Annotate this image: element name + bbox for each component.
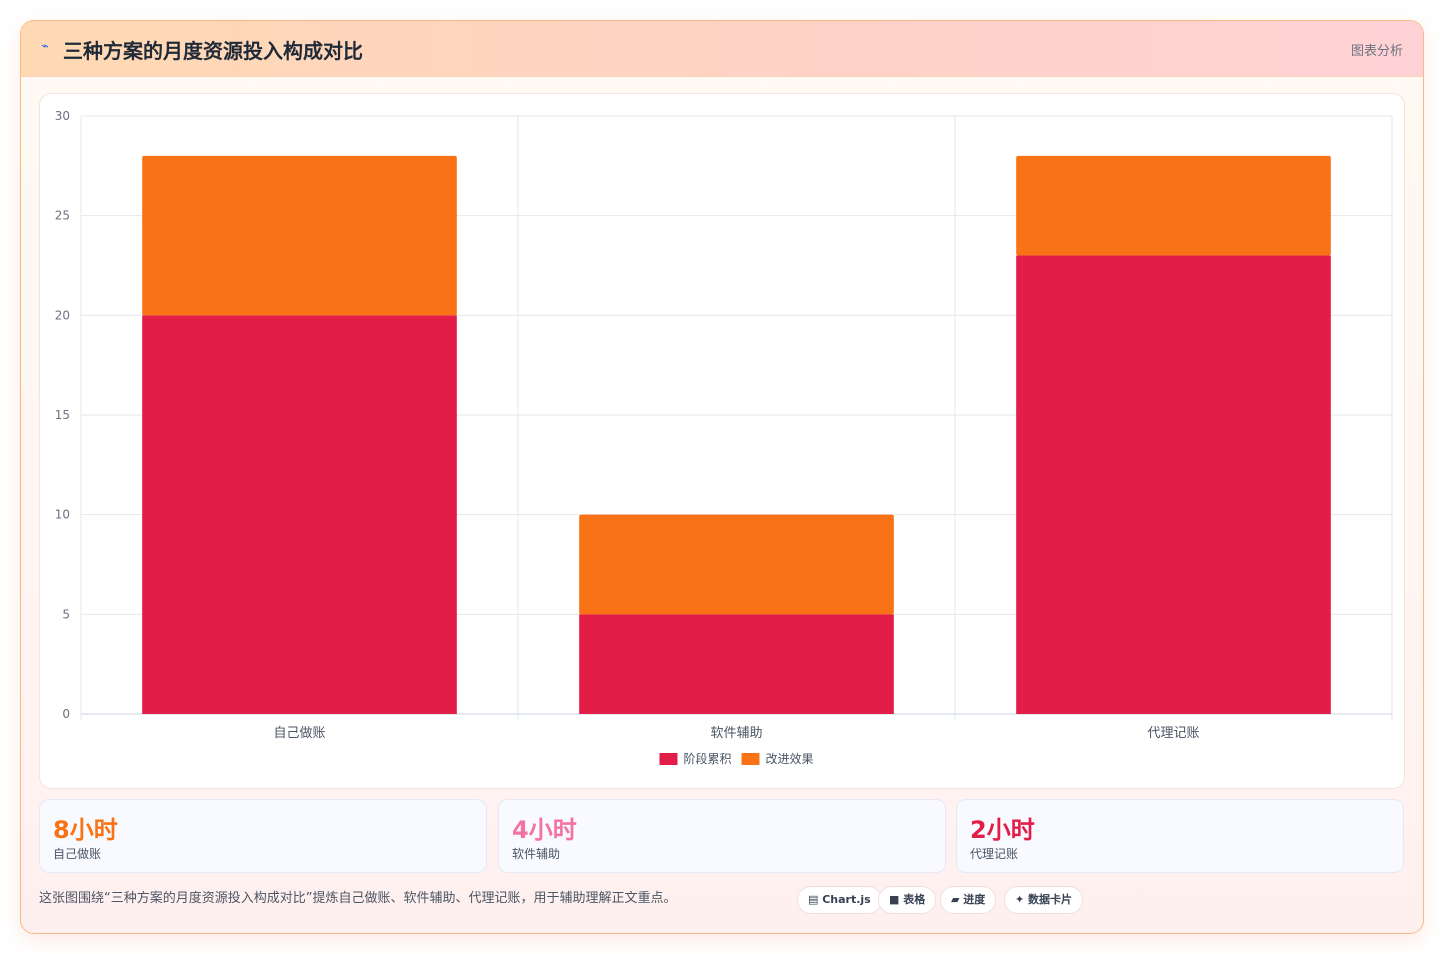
chart-icon: ⌁ bbox=[41, 39, 49, 54]
stat-label: 软件辅助 bbox=[512, 847, 561, 861]
stat-cards: 8小时 自己做账 4小时 软件辅助 2小时 代理记账 bbox=[39, 799, 1405, 873]
y-tick-label: 0 bbox=[62, 707, 70, 721]
header-tag: 图表分析 bbox=[1350, 44, 1403, 59]
y-tick-label: 30 bbox=[55, 109, 70, 123]
x-tick-label: 代理记账 bbox=[1147, 726, 1199, 741]
legend-label: 阶段累积 bbox=[684, 751, 732, 766]
x-tick-label: 软件辅助 bbox=[710, 726, 762, 741]
bar-segment bbox=[579, 614, 894, 714]
stat-card: 8小时 自己做账 bbox=[39, 799, 487, 873]
y-tick-label: 20 bbox=[55, 308, 70, 322]
tag-progress[interactable]: ▰ 进度 bbox=[940, 886, 997, 914]
bar-segment bbox=[142, 155, 457, 316]
stat-label: 自己做账 bbox=[53, 847, 102, 861]
chart-panel: 0 5 10 15 20 25 30 自己做账 软件辅助 代理记账阶段累积 改进效果 bbox=[39, 93, 1405, 789]
x-tick-label: 自己做账 bbox=[273, 726, 325, 741]
stat-card: 2小时 代理记账 bbox=[956, 799, 1404, 873]
y-tick-label: 5 bbox=[62, 607, 70, 621]
legend-swatch bbox=[659, 753, 678, 765]
legend-label: 改进效果 bbox=[766, 751, 814, 766]
stat-card: 4小时 软件辅助 bbox=[498, 799, 946, 873]
bar-segment bbox=[1016, 255, 1331, 715]
y-tick-label: 25 bbox=[55, 209, 70, 223]
page-title: 三种方案的月度资源投入构成对比 bbox=[63, 39, 363, 63]
tag-chartjs[interactable]: ▤ Chart.js bbox=[797, 886, 882, 914]
y-tick-label: 15 bbox=[55, 408, 70, 422]
tag-data-card[interactable]: ✦ 数据卡片 bbox=[1004, 886, 1084, 914]
chart-card: ⌁ 三种方案的月度资源投入构成对比 图表分析 0 5 10 15 20 25 30 自己做账软… bbox=[20, 20, 1424, 934]
tag-table[interactable]: ■ 表格 bbox=[878, 886, 937, 914]
stat-value: 2小时 bbox=[970, 816, 1035, 844]
stat-value: 4小时 bbox=[512, 816, 577, 844]
stat-value: 8小时 bbox=[53, 816, 118, 844]
legend-swatch bbox=[741, 753, 760, 765]
caption-text: 这张图围绕“三种方案的月度资源投入构成对比”提炼自己做账、软件辅助、代理记账，用… bbox=[39, 891, 677, 906]
y-tick-label: 10 bbox=[55, 508, 70, 522]
stat-label: 代理记账 bbox=[970, 847, 1019, 861]
card-header: ⌁ 三种方案的月度资源投入构成对比 图表分析 bbox=[21, 21, 1423, 77]
bar-segment bbox=[1016, 155, 1331, 256]
bar-segment bbox=[579, 514, 894, 615]
bar-segment bbox=[142, 315, 457, 714]
